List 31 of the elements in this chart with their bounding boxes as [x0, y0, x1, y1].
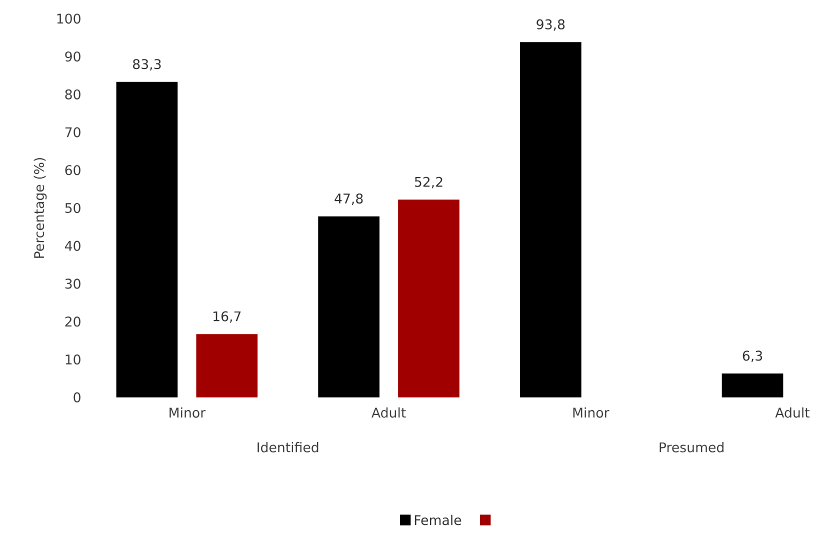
data-label: 16,7 — [214, 311, 241, 323]
x-tick-label: Adult — [372, 407, 406, 418]
bar — [318, 216, 380, 398]
text: Presumed — [660, 442, 724, 452]
x-tick-label: Adult — [775, 407, 810, 418]
y-tick-label: 50 — [65, 202, 80, 214]
y-axis-title: Percentage (%) — [34, 158, 47, 258]
y-tick-label: 60 — [65, 165, 80, 176]
y-tick-label: 80 — [65, 89, 80, 100]
data-label: 6,3 — [742, 350, 762, 362]
x-tick-label: Minor — [573, 407, 610, 418]
y-tick-label: 100 — [57, 14, 80, 24]
data-label: 52,2 — [414, 176, 442, 188]
y-tick-label: 70 — [65, 127, 80, 138]
y-tick-label: 30 — [65, 278, 80, 289]
y-tick-label: 20 — [65, 316, 80, 327]
y-tick-label: 0 — [74, 392, 80, 402]
text: Identified — [258, 442, 318, 452]
data-label: 83,3 — [133, 59, 161, 71]
y-tick-label: 10 — [66, 354, 80, 365]
data-label: 47,8 — [334, 193, 363, 205]
legend-label: Female — [414, 514, 462, 526]
x-tick-label: Minor — [170, 407, 206, 418]
y-tick-label: 40 — [64, 240, 80, 251]
bar — [398, 200, 460, 398]
data-label: 93,8 — [536, 19, 565, 31]
y-tick-label: 90 — [65, 51, 80, 62]
bar — [722, 373, 784, 398]
bar — [116, 82, 178, 398]
bar — [520, 42, 582, 398]
bar — [196, 334, 258, 398]
